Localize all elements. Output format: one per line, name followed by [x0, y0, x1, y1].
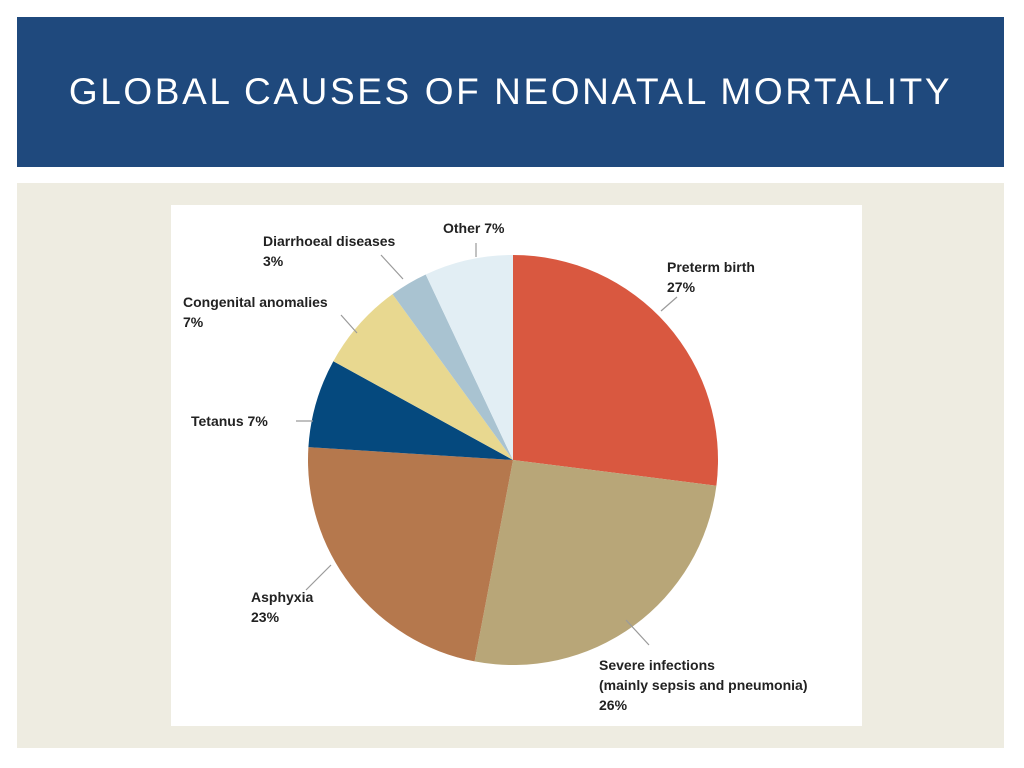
pie-slice — [474, 460, 717, 665]
pie-chart: Preterm birth 27% Severe infections (mainly… — [171, 205, 862, 726]
slice-label: Tetanus 7% — [191, 413, 268, 429]
pie-slice — [392, 274, 513, 460]
leader-line — [660, 296, 678, 312]
slice-label: Diarrhoeal diseases 3% — [263, 233, 396, 269]
leader-lines — [296, 243, 678, 646]
leader-line — [340, 314, 358, 334]
slice-labels: Preterm birth 27% Severe infections (mainly… — [183, 220, 808, 713]
slice-label: Congenital anomalies 7% — [183, 294, 328, 330]
leader-line — [305, 564, 332, 591]
slice-label: Asphyxia 23% — [251, 589, 313, 625]
slide-title: GLOBAL CAUSES OF NEONATAL MORTALITY — [68, 71, 953, 112]
title-bar: GLOBAL CAUSES OF NEONATAL MORTALITY — [17, 17, 1004, 167]
leader-line — [380, 254, 404, 280]
pie-slice — [308, 447, 513, 662]
slice-label: Severe infections (mainly sepsis and pneu… — [599, 657, 808, 713]
pie-slice — [308, 361, 513, 460]
slice-label: Preterm birth 27% — [667, 259, 755, 295]
pie-slice — [513, 255, 718, 486]
pie-slices — [308, 255, 718, 665]
pie-slice — [425, 255, 513, 460]
slice-label: Other 7% — [443, 220, 505, 236]
pie-chart-svg: Preterm birth 27% Severe infections (mainly… — [183, 220, 808, 713]
pie-slice — [333, 294, 513, 460]
leader-line — [625, 619, 650, 646]
